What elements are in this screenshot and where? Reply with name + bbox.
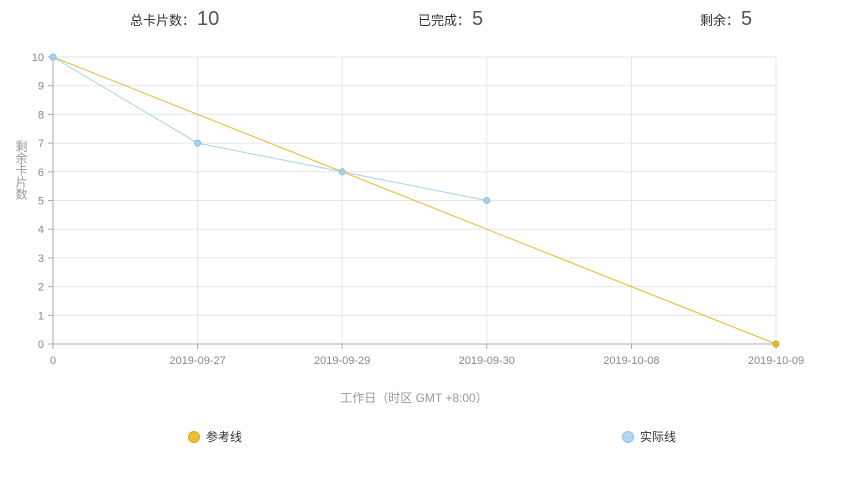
total-cards-stat: 总卡片数： 10 [130, 8, 219, 31]
completed-label: 已完成： [418, 13, 471, 28]
total-cards-label: 总卡片数： [130, 13, 196, 28]
y-tick-label: 3 [38, 253, 44, 265]
completed-value: 5 [472, 8, 484, 30]
y-tick-label: 0 [38, 339, 44, 351]
x-tick-label: 2019-09-30 [459, 355, 515, 367]
legend-item-actual[interactable]: 实际线 [622, 428, 676, 445]
series-line-0 [52, 56, 777, 345]
data-point [49, 53, 57, 61]
data-point [194, 139, 202, 147]
remaining-stat: 剩余： 5 [700, 8, 752, 31]
x-tick-label: 2019-09-27 [169, 355, 225, 367]
y-tick-label: 6 [38, 167, 44, 179]
legend-label: 实际线 [640, 430, 677, 444]
actual-legend-icon [622, 430, 634, 443]
data-point [483, 197, 491, 204]
y-tick-label: 8 [38, 109, 44, 121]
x-tick-label: 0 [50, 355, 56, 367]
y-tick-label: 4 [38, 224, 44, 236]
remaining-value: 5 [741, 8, 753, 30]
y-tick-label: 10 [32, 52, 44, 64]
x-tick-label: 2019-09-29 [314, 355, 370, 367]
completed-stat: 已完成： 5 [418, 8, 483, 31]
y-axis-label: 剩余卡片数 [14, 140, 28, 201]
data-point [338, 168, 346, 176]
remaining-label: 剩余： [700, 13, 740, 28]
x-tick-label: 2019-10-09 [748, 355, 804, 367]
legend-label: 参考线 [206, 430, 243, 444]
total-cards-value: 10 [197, 8, 220, 30]
y-tick-label: 5 [38, 196, 44, 208]
y-tick-label: 7 [38, 138, 44, 150]
x-tick-label: 2019-10-08 [603, 355, 659, 367]
y-tick-label: 2 [38, 282, 44, 294]
y-tick-label: 1 [38, 310, 44, 322]
data-point [772, 340, 780, 348]
x-axis-label: 工作日（时区 GMT +8:00） [340, 391, 487, 405]
series-line-1 [52, 56, 487, 201]
reference-legend-icon [188, 430, 200, 443]
legend-item-reference[interactable]: 参考线 [188, 428, 242, 445]
y-tick-label: 9 [38, 81, 44, 93]
